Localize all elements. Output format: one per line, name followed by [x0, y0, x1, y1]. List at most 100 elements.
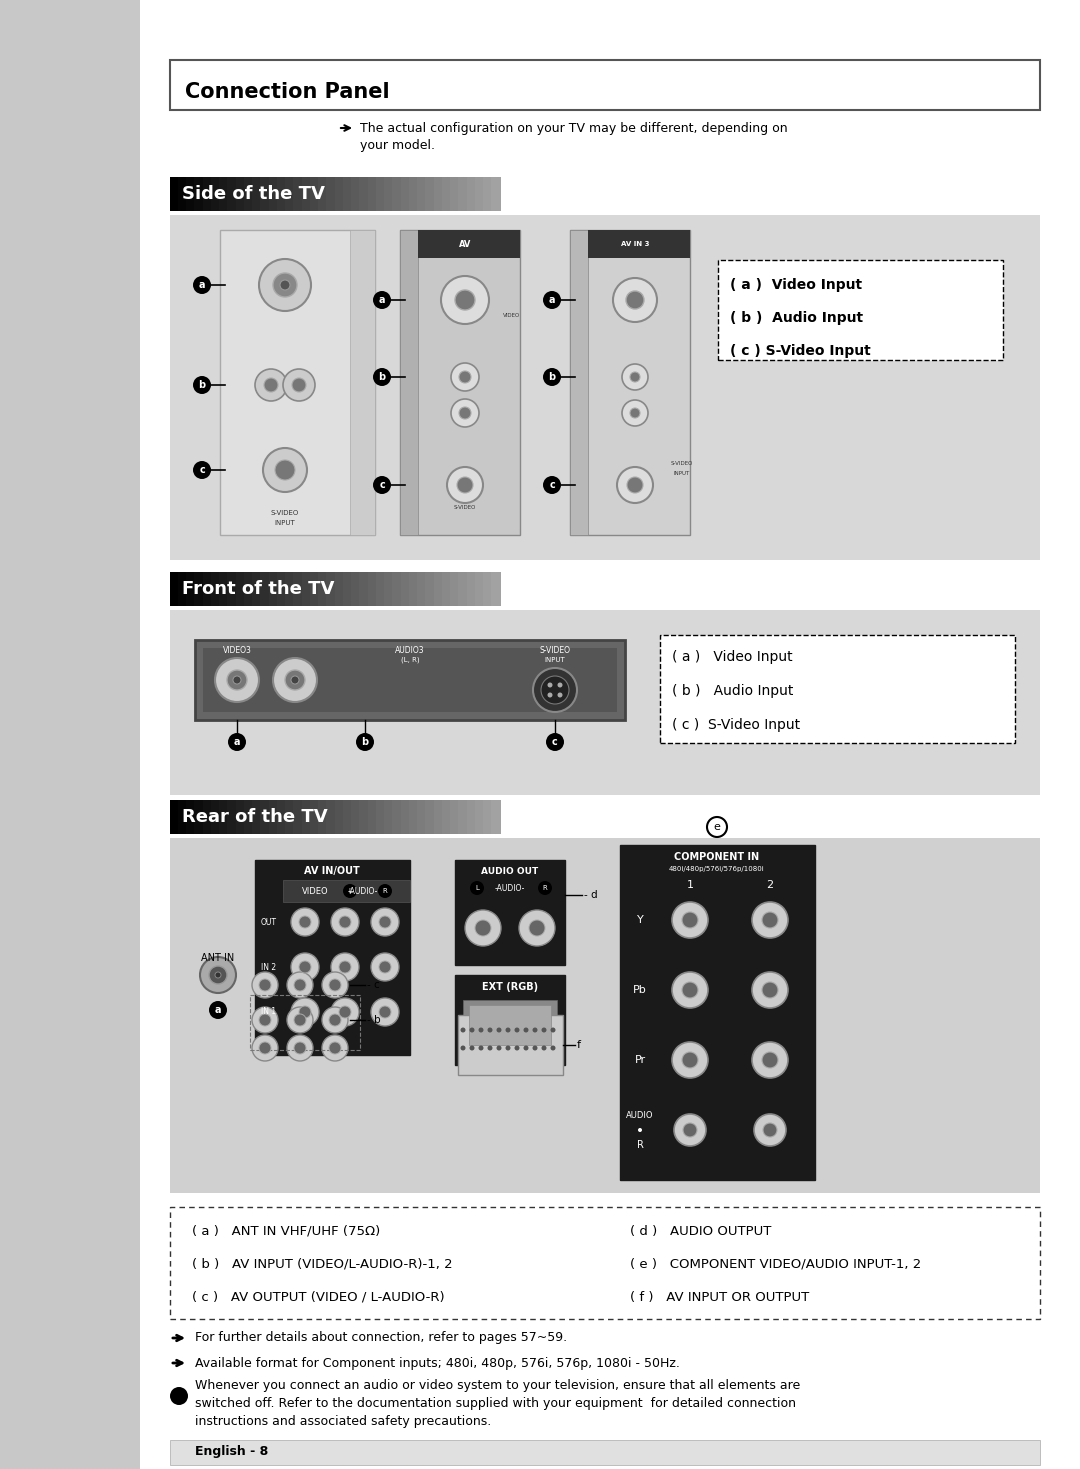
Bar: [570, 231, 588, 535]
Bar: [178, 571, 188, 607]
Circle shape: [228, 733, 246, 751]
Bar: [475, 176, 485, 212]
Bar: [384, 571, 394, 607]
Circle shape: [294, 1014, 306, 1025]
Text: AUDIO OUT: AUDIO OUT: [482, 867, 539, 876]
Bar: [450, 176, 460, 212]
Circle shape: [373, 291, 391, 308]
Bar: [219, 801, 229, 834]
Bar: [310, 176, 320, 212]
Bar: [458, 571, 468, 607]
Bar: [293, 801, 303, 834]
Circle shape: [322, 1036, 348, 1061]
Bar: [351, 801, 361, 834]
Text: Whenever you connect an audio or video system to your television, ensure that al: Whenever you connect an audio or video s…: [195, 1379, 800, 1393]
Circle shape: [465, 909, 501, 946]
Bar: [426, 801, 435, 834]
Text: R: R: [542, 884, 548, 892]
Text: your model.: your model.: [360, 138, 435, 151]
Bar: [409, 801, 419, 834]
Bar: [203, 648, 617, 712]
Bar: [483, 801, 492, 834]
Bar: [170, 571, 500, 607]
Circle shape: [227, 670, 247, 690]
Bar: [269, 801, 279, 834]
Text: INPUT: INPUT: [544, 657, 565, 663]
Circle shape: [626, 291, 644, 308]
Bar: [260, 801, 270, 834]
Circle shape: [255, 369, 287, 401]
Bar: [285, 571, 295, 607]
Bar: [343, 571, 353, 607]
Circle shape: [259, 259, 311, 311]
Bar: [170, 801, 180, 834]
Text: f: f: [577, 1040, 581, 1050]
Text: 480i/480p/576i/576p/1080i: 480i/480p/576i/576p/1080i: [670, 867, 765, 873]
Circle shape: [215, 658, 259, 702]
Bar: [252, 571, 262, 607]
Circle shape: [617, 467, 653, 502]
Text: ( b )   Audio Input: ( b ) Audio Input: [672, 685, 794, 698]
Text: IN 2: IN 2: [261, 962, 276, 971]
Circle shape: [259, 1042, 271, 1053]
Bar: [463, 1000, 557, 1052]
Bar: [491, 801, 501, 834]
Circle shape: [339, 1006, 351, 1018]
Bar: [293, 176, 303, 212]
Circle shape: [532, 1027, 538, 1033]
Circle shape: [532, 1046, 538, 1050]
Text: Front of the TV: Front of the TV: [183, 580, 335, 598]
Bar: [326, 571, 336, 607]
Bar: [483, 176, 492, 212]
Circle shape: [546, 733, 564, 751]
Bar: [417, 571, 427, 607]
Text: -AUDIO-: -AUDIO-: [348, 886, 378, 896]
Circle shape: [548, 683, 553, 687]
Bar: [351, 571, 361, 607]
Circle shape: [459, 407, 471, 419]
Text: AV IN/OUT: AV IN/OUT: [305, 867, 360, 876]
Bar: [467, 801, 477, 834]
Text: For further details about connection, refer to pages 57~59.: For further details about connection, re…: [195, 1331, 567, 1344]
Bar: [194, 801, 204, 834]
Bar: [276, 571, 287, 607]
Bar: [450, 801, 460, 834]
Bar: [285, 176, 295, 212]
Bar: [455, 859, 565, 965]
Circle shape: [273, 273, 297, 297]
Bar: [227, 801, 237, 834]
Bar: [588, 231, 690, 259]
Circle shape: [541, 676, 569, 704]
Bar: [178, 176, 188, 212]
Bar: [255, 859, 410, 1055]
Bar: [467, 176, 477, 212]
Text: AUDIO3: AUDIO3: [395, 645, 424, 655]
Circle shape: [259, 1014, 271, 1025]
Bar: [170, 610, 1040, 795]
Text: ( c )  S-Video Input: ( c ) S-Video Input: [672, 718, 800, 732]
Circle shape: [291, 997, 319, 1025]
Text: - d: - d: [584, 890, 597, 900]
Text: ANT IN: ANT IN: [201, 953, 234, 964]
Bar: [211, 801, 221, 834]
Circle shape: [287, 1036, 313, 1061]
Text: switched off. Refer to the documentation supplied with your equipment  for detai: switched off. Refer to the documentation…: [195, 1397, 796, 1410]
Bar: [458, 176, 468, 212]
Bar: [359, 801, 369, 834]
Bar: [570, 231, 690, 535]
Bar: [219, 571, 229, 607]
Circle shape: [672, 902, 708, 939]
Bar: [409, 571, 419, 607]
Circle shape: [451, 363, 480, 391]
Text: COMPONENT IN: COMPONENT IN: [674, 852, 759, 862]
Bar: [186, 571, 195, 607]
Text: R: R: [382, 887, 388, 895]
Circle shape: [630, 372, 640, 382]
Bar: [170, 214, 1040, 560]
Circle shape: [534, 668, 577, 712]
Circle shape: [356, 733, 374, 751]
Bar: [194, 571, 204, 607]
Text: ( d )   AUDIO OUTPUT: ( d ) AUDIO OUTPUT: [630, 1225, 771, 1237]
Circle shape: [379, 917, 391, 928]
Circle shape: [524, 1046, 528, 1050]
